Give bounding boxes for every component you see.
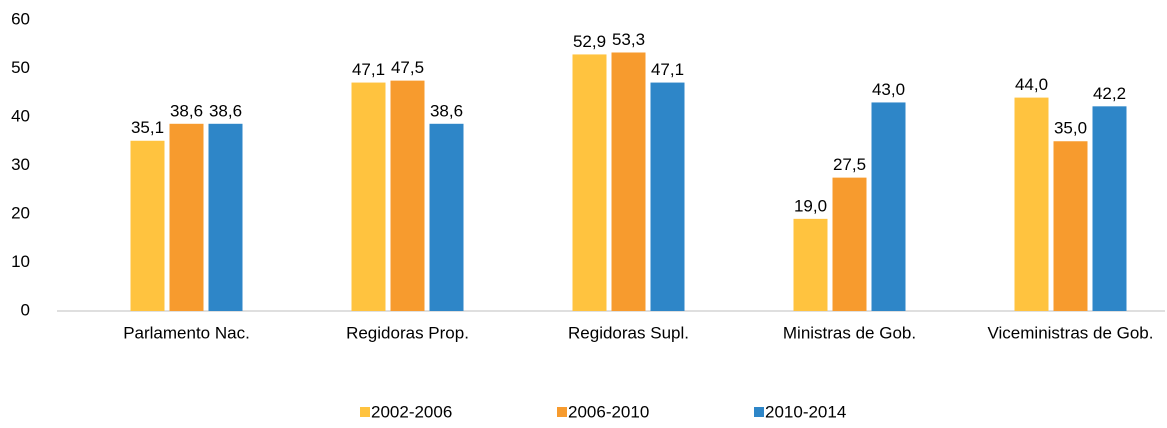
- y-tick-label: 60: [11, 9, 30, 28]
- value-label: 52,9: [573, 32, 606, 51]
- bar: [611, 52, 646, 312]
- bar: [390, 80, 425, 311]
- value-label: 42,2: [1093, 84, 1126, 103]
- bar: [1092, 106, 1127, 311]
- value-label: 19,0: [794, 196, 827, 215]
- x-tick-label: Ministras de Gob.: [783, 323, 916, 342]
- bar: [572, 54, 607, 312]
- bar: [1014, 97, 1049, 311]
- value-label: 47,1: [651, 60, 684, 79]
- x-tick-label: Parlamento Nac.: [123, 323, 250, 342]
- y-tick-label: 10: [11, 252, 30, 271]
- value-label: 38,6: [430, 101, 463, 120]
- y-tick-label: 30: [11, 155, 30, 174]
- y-tick-label: 20: [11, 203, 30, 222]
- x-tick-label: Regidoras Supl.: [568, 323, 689, 342]
- y-tick-label: 50: [11, 58, 30, 77]
- bar: [169, 123, 204, 311]
- bar: [351, 82, 386, 311]
- value-label: 27,5: [833, 155, 866, 174]
- bar: [793, 218, 828, 311]
- y-tick-label: 40: [11, 106, 30, 125]
- value-label: 38,6: [170, 101, 203, 120]
- value-label: 47,1: [352, 60, 385, 79]
- value-label: 47,5: [391, 58, 424, 77]
- value-label: 35,0: [1054, 119, 1087, 138]
- bar: [429, 123, 464, 311]
- legend-swatch: [360, 407, 370, 417]
- legend-swatch: [754, 407, 764, 417]
- bar: [1053, 141, 1088, 311]
- y-tick-label: 0: [21, 300, 30, 319]
- value-label: 38,6: [209, 101, 242, 120]
- legend-label: 2010-2014: [765, 402, 846, 421]
- value-label: 35,1: [131, 118, 164, 137]
- legend-label: 2006-2010: [568, 402, 649, 421]
- value-label: 43,0: [872, 80, 905, 99]
- legend-label: 2002-2006: [371, 402, 452, 421]
- bar: [871, 102, 906, 311]
- value-label: 53,3: [612, 30, 645, 49]
- legend-swatch: [557, 407, 567, 417]
- value-label: 44,0: [1015, 75, 1048, 94]
- bar: [130, 140, 165, 311]
- x-tick-label: Regidoras Prop.: [346, 323, 469, 342]
- bar: [650, 82, 685, 311]
- bar: [832, 177, 867, 311]
- x-tick-label: Viceministras de Gob.: [988, 323, 1154, 342]
- bar: [208, 123, 243, 311]
